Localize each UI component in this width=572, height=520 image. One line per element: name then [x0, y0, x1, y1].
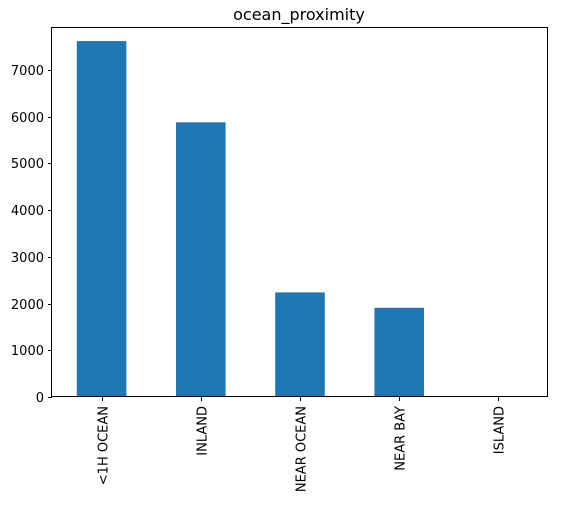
y-tick-label-1: 1000 [11, 344, 44, 359]
y-tick-label-7: 7000 [11, 64, 44, 79]
y-tick-label-5: 5000 [11, 157, 44, 172]
y-tick-label-4: 4000 [11, 204, 44, 219]
x-tick-label-3: NEAR BAY [394, 406, 409, 471]
chart-title: ocean_proximity [233, 5, 365, 25]
x-tick-label-0: <1H OCEAN [97, 406, 112, 485]
x-tick-label-1: INLAND [196, 406, 211, 456]
x-tick-label-2: NEAR OCEAN [295, 406, 310, 492]
y-axis: 0 1000 2000 3000 4000 5000 6000 7000 [11, 64, 52, 406]
bar-1 [176, 122, 226, 397]
bars-group [76, 41, 524, 397]
x-axis: <1H OCEAN INLAND NEAR OCEAN NEAR BAY ISLAND [97, 397, 508, 492]
x-tick-label-4: ISLAND [493, 406, 508, 454]
bar-0 [76, 41, 127, 397]
y-tick-label-2: 2000 [11, 298, 44, 313]
y-tick-label-3: 3000 [11, 251, 44, 266]
bar-2 [275, 292, 325, 397]
plot-frame [51, 27, 548, 397]
y-tick-label-6: 6000 [11, 111, 44, 126]
bar-3 [374, 307, 424, 397]
y-tick-label-0: 0 [36, 391, 44, 406]
